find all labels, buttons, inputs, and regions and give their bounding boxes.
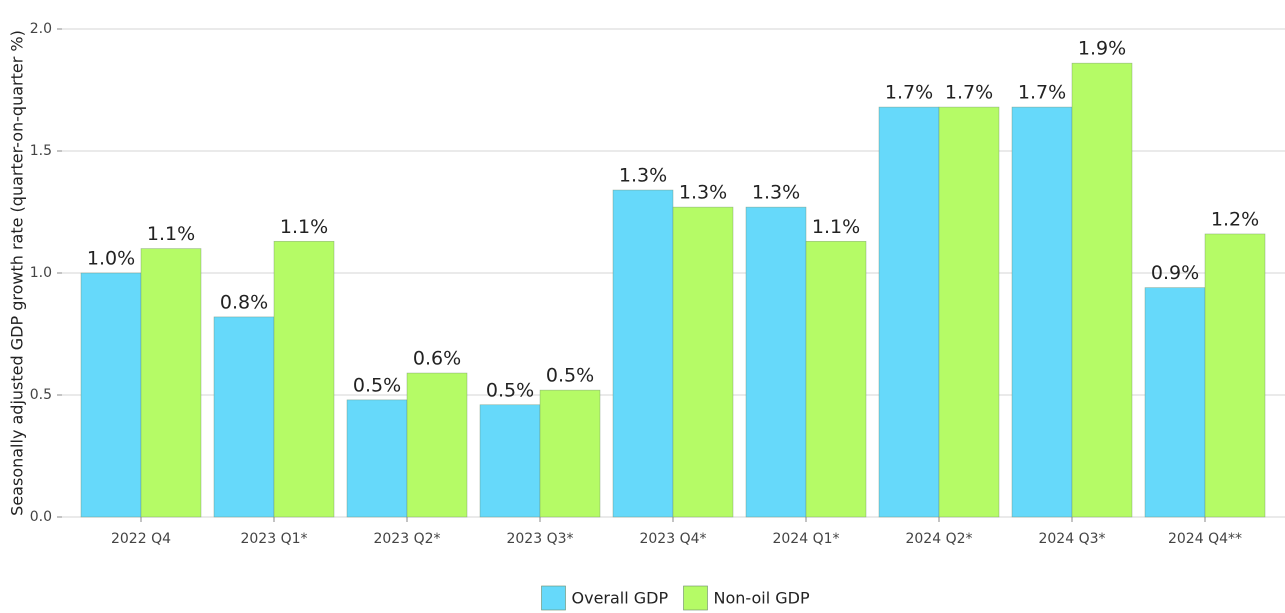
value-label: 1.3% (752, 182, 800, 204)
bar (1144, 287, 1206, 518)
legend-swatch (541, 585, 566, 611)
legend-swatch (683, 585, 708, 611)
x-tick-label: 2023 Q3* (506, 531, 573, 547)
value-label: 0.5% (486, 379, 534, 401)
y-tick-label: 1.0 (30, 265, 52, 281)
value-label: 0.5% (353, 374, 401, 396)
bar (479, 404, 541, 518)
bar (140, 248, 202, 518)
value-label: 0.9% (1151, 262, 1199, 284)
x-tick-label: 2024 Q3* (1038, 531, 1105, 547)
value-label: 1.7% (1018, 82, 1066, 104)
bar (273, 240, 335, 518)
bar (745, 206, 807, 518)
value-label: 1.3% (619, 165, 667, 187)
value-label: 1.9% (1078, 38, 1126, 60)
x-tick-label: 2023 Q4* (639, 531, 706, 547)
bar (672, 206, 734, 518)
x-tick-label: 2024 Q4** (1168, 531, 1242, 547)
value-label: 1.7% (885, 82, 933, 104)
bar (539, 389, 601, 518)
x-tick-label: 2023 Q1* (240, 531, 307, 547)
value-label: 1.7% (945, 82, 993, 104)
legend-label: Overall GDP (572, 589, 669, 608)
value-label: 1.0% (87, 248, 135, 270)
value-label: 1.1% (280, 216, 328, 238)
legend-label: Non-oil GDP (714, 589, 810, 608)
y-tick-label: 0.0 (30, 509, 52, 525)
bar (346, 399, 408, 518)
bar (612, 189, 674, 518)
value-label: 1.2% (1211, 208, 1259, 230)
x-tick-label: 2024 Q1* (772, 531, 839, 547)
y-axis-label: Seasonally adjusted GDP growth rate (qua… (8, 30, 27, 516)
bar (80, 272, 142, 518)
y-tick-label: 0.5 (30, 387, 52, 403)
bar (213, 316, 275, 518)
bar (1011, 106, 1073, 518)
y-tick-label: 2.0 (30, 21, 52, 37)
x-tick-label: 2023 Q2* (373, 531, 440, 547)
bar (805, 240, 867, 518)
y-tick-label: 1.5 (30, 143, 52, 159)
value-label: 1.1% (812, 216, 860, 238)
value-label: 0.6% (413, 348, 461, 370)
value-label: 1.3% (679, 182, 727, 204)
value-label: 1.1% (147, 223, 195, 245)
x-tick-label: 2022 Q4 (111, 531, 171, 547)
value-label: 0.5% (546, 365, 594, 387)
bar (1071, 62, 1133, 518)
x-tick-label: 2024 Q2* (905, 531, 972, 547)
bar (938, 106, 1000, 518)
bar (1204, 233, 1266, 518)
bar (878, 106, 940, 518)
bar (406, 372, 468, 518)
value-label: 0.8% (220, 291, 268, 313)
